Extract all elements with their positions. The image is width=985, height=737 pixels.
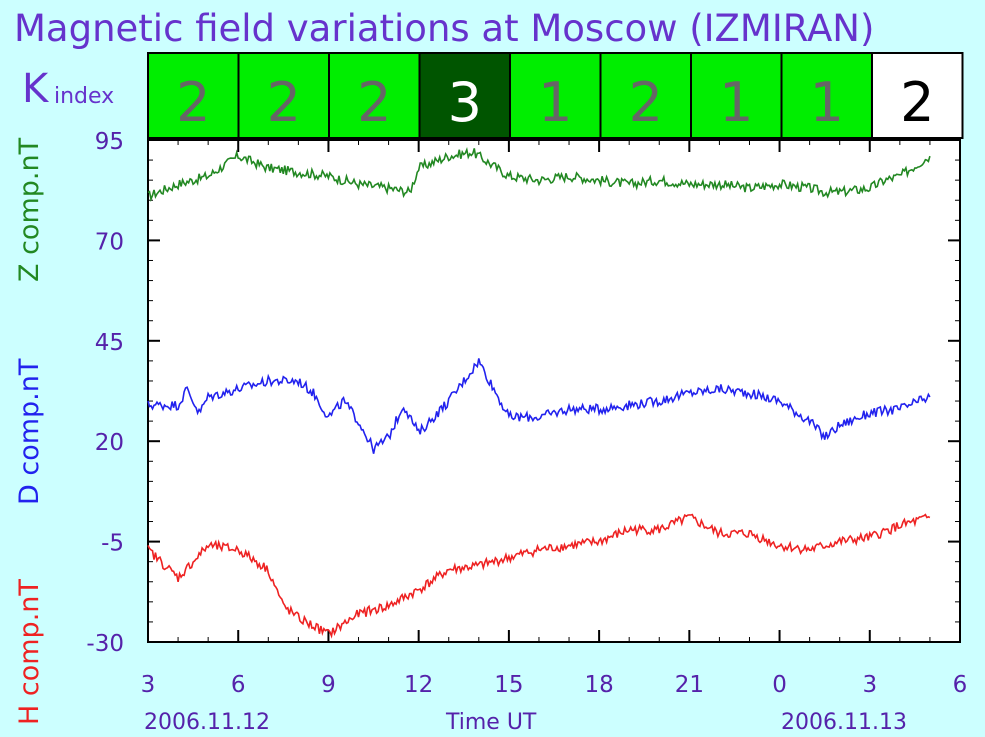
- k-index-box: [509, 52, 602, 139]
- k-index-value: 1: [810, 71, 844, 134]
- k-index-box: [328, 52, 421, 139]
- y-tick-labels: 95 70 45 20 -5 -30: [86, 129, 124, 657]
- k-index-label-sub: index: [54, 84, 114, 109]
- k-index-box: [871, 52, 964, 139]
- date-left: 2006.11.12: [144, 710, 270, 735]
- plot-area: [147, 139, 961, 643]
- h-axis-label: H comp.nT: [14, 579, 45, 725]
- k-index-value: 1: [719, 71, 753, 134]
- k-index-box: [147, 52, 240, 139]
- k-index-box: [690, 52, 783, 139]
- series-lines: [147, 146, 931, 639]
- x-tick-label: 18: [584, 672, 613, 698]
- k-index-box: [780, 52, 873, 139]
- axis-ticks: [147, 139, 961, 643]
- date-right: 2006.11.13: [781, 710, 907, 735]
- k-index-value: 2: [357, 71, 391, 134]
- k-index-value: 2: [900, 71, 934, 134]
- h-comp-line: [147, 513, 931, 639]
- z-axis-label: Z comp.nT: [14, 137, 45, 282]
- x-tick-label: 0: [772, 672, 787, 698]
- k-index-value: 2: [267, 71, 301, 134]
- k-index-value: 2: [176, 71, 210, 134]
- x-axis-title: Time UT: [445, 710, 537, 735]
- z-comp-line: [147, 146, 931, 203]
- k-index-label-main: K: [22, 66, 50, 112]
- x-tick-label: 6: [953, 672, 968, 698]
- y-tick-label: 70: [95, 229, 124, 255]
- k-index-box: [599, 52, 692, 139]
- y-tick-label: 20: [95, 430, 124, 456]
- x-tick-label: 3: [862, 672, 877, 698]
- k-index-value: 3: [448, 71, 482, 134]
- chart-title: Magnetic field variations at Moscow (IZM…: [14, 7, 874, 50]
- x-tick-label: 3: [141, 672, 156, 698]
- k-index-label: K index: [22, 66, 114, 112]
- d-axis-label: D comp.nT: [14, 358, 45, 505]
- x-tick-label: 21: [675, 672, 704, 698]
- d-comp-line: [147, 358, 931, 454]
- y-tick-label: 95: [95, 129, 124, 155]
- k-index-value: 1: [538, 71, 572, 134]
- y-tick-label: -5: [101, 531, 124, 557]
- x-tick-label: 15: [494, 672, 523, 698]
- k-index-box: [237, 52, 330, 139]
- x-tick-labels: 3 6 9 12 15 18 21 0 3 6: [141, 672, 968, 698]
- x-tick-label: 12: [404, 672, 433, 698]
- x-tick-label: 6: [231, 672, 246, 698]
- k-index-value: 2: [629, 71, 663, 134]
- x-tick-label: 9: [321, 672, 336, 698]
- y-tick-label: -30: [86, 631, 124, 657]
- y-tick-label: 45: [95, 330, 124, 356]
